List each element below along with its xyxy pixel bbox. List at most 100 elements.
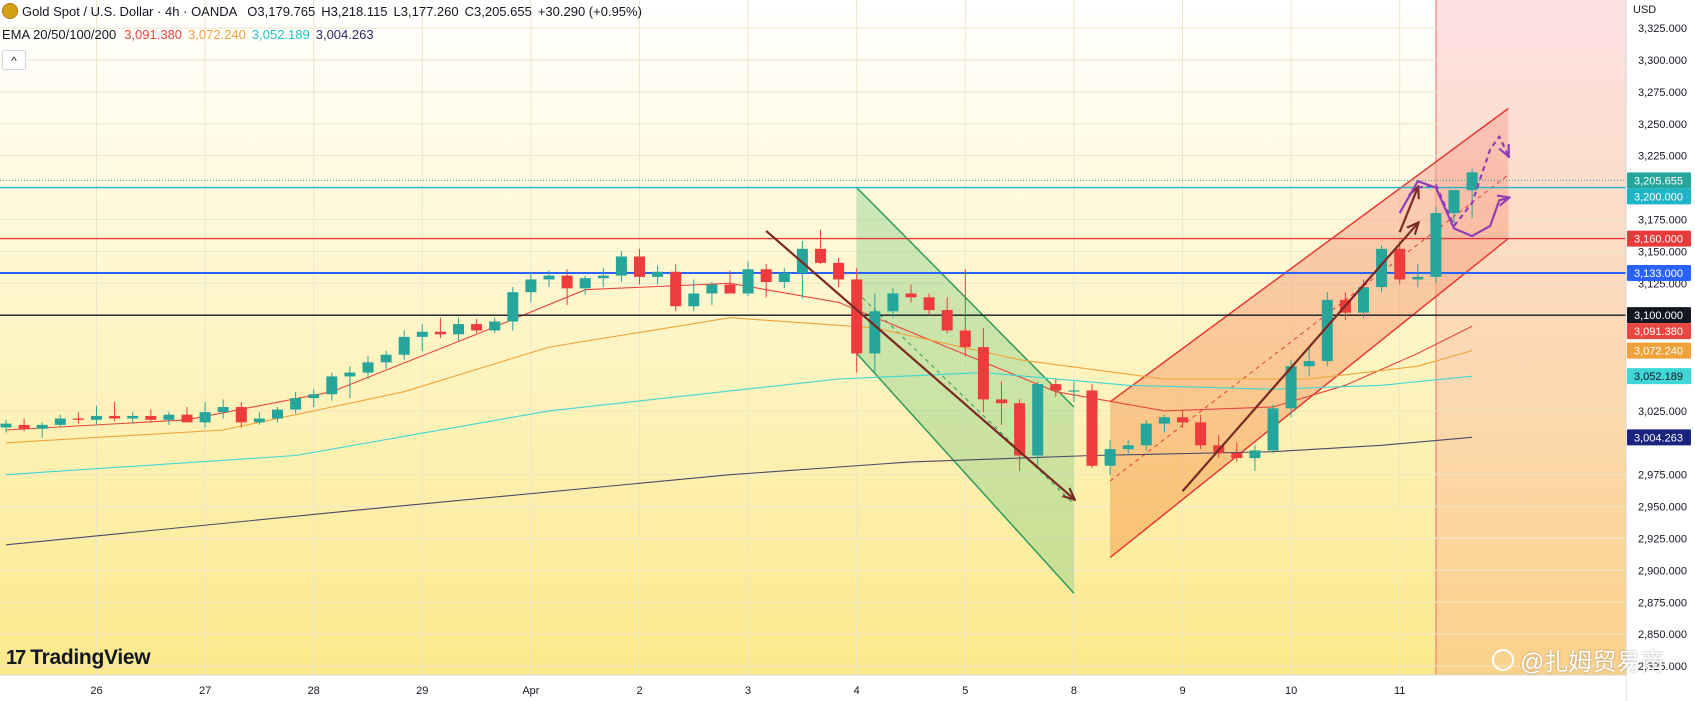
- candle: [362, 356, 374, 379]
- price-tick-label: 2,850.000: [1638, 629, 1687, 641]
- candle: [1140, 419, 1152, 451]
- level-tag-3160: 3,160.000: [1627, 230, 1691, 247]
- watermark-text: @扎姆贸易商: [1520, 649, 1665, 676]
- collapse-legend-button[interactable]: ^: [2, 50, 26, 70]
- time-tick-label: Apr: [522, 685, 539, 697]
- candle-body: [1104, 449, 1116, 466]
- candle: [91, 405, 102, 425]
- candle: [579, 275, 591, 295]
- candle: [1376, 244, 1388, 293]
- candle: [1466, 168, 1478, 219]
- candle-body: [1177, 417, 1188, 423]
- candle: [1267, 404, 1279, 453]
- candle-body: [1321, 299, 1333, 362]
- tradingview-logo-icon: 17: [6, 646, 26, 669]
- time-tick-label: 28: [308, 685, 320, 697]
- candle-body: [416, 331, 428, 337]
- candle-body: [36, 424, 48, 429]
- price-tag-box: [1627, 172, 1691, 189]
- price-tick-label: 2,875.000: [1638, 597, 1687, 609]
- candle-body: [1086, 390, 1098, 466]
- candle: [308, 389, 320, 408]
- price-tick-label: 2,925.000: [1638, 533, 1687, 545]
- candle: [290, 391, 302, 414]
- candle-body: [706, 284, 718, 294]
- descending-channel-midline: [856, 291, 1075, 505]
- candle-body: [1267, 408, 1279, 451]
- symbol-legend: Gold Spot / U.S. Dollar · 4h · OANDA O 3,…: [2, 3, 646, 19]
- candle: [1321, 292, 1333, 367]
- candle: [1448, 190, 1460, 224]
- level-tag-3100: 3,100.000: [1627, 307, 1691, 324]
- watermark: @扎姆贸易商: [1492, 642, 1664, 677]
- candle-body: [742, 269, 754, 294]
- ascending-channel-lower: [1109, 238, 1509, 559]
- candle-body: [1122, 445, 1134, 450]
- candle-body: [977, 347, 989, 400]
- candle: [127, 412, 139, 424]
- candle: [471, 318, 483, 334]
- candle: [778, 267, 790, 289]
- tradingview-brand: 17 TradingView: [6, 646, 151, 670]
- price-tag-box: [1627, 307, 1691, 324]
- candle: [561, 269, 573, 305]
- candle-body: [290, 398, 302, 410]
- candle-body: [1303, 361, 1315, 367]
- price-tag-box: [1627, 265, 1691, 282]
- time-tick-label: 26: [90, 685, 102, 697]
- candle: [815, 229, 826, 265]
- price-tag-box: [1627, 342, 1691, 359]
- candle: [1195, 414, 1207, 450]
- ema200-line: [5, 436, 1473, 546]
- candle-body: [996, 399, 1007, 404]
- gold-coin-icon: [2, 3, 18, 19]
- candle-body: [941, 310, 953, 331]
- candle-body: [760, 269, 772, 282]
- candle-body: [362, 362, 374, 373]
- candle: [217, 399, 229, 419]
- close-label: C: [464, 3, 474, 19]
- candle: [453, 317, 464, 341]
- low-label: L: [393, 3, 401, 19]
- candle-body: [1466, 172, 1478, 191]
- ema100-value: 3,052.189: [251, 27, 310, 42]
- candle: [1122, 440, 1134, 456]
- price-tick-label: 2,900.000: [1638, 565, 1687, 577]
- time-tick-label: 3: [745, 685, 751, 697]
- trend-arrow: [1398, 188, 1418, 233]
- candle: [0, 419, 12, 433]
- price-tick-label: 3,150.000: [1638, 246, 1687, 258]
- symbol-title: Gold Spot / U.S. Dollar · 4h · OANDA: [22, 3, 238, 19]
- candle: [54, 414, 66, 428]
- candle-body: [109, 415, 121, 419]
- price-tick-label: 3,025.000: [1638, 406, 1687, 418]
- candle-body: [525, 279, 537, 293]
- price-tag-box: [1627, 230, 1691, 247]
- candle-body: [18, 424, 30, 429]
- price-axis-ticks: 3,325.000 3,300.000 3,275.000 3,250.000 3,22…: [1638, 23, 1687, 673]
- ema20-value: 3,091.380: [124, 27, 183, 42]
- candle: [326, 372, 338, 401]
- level-tag-3200: 3,200.000: [1627, 188, 1691, 205]
- price-tag-box: [1627, 429, 1691, 446]
- candle-body: [1285, 366, 1297, 409]
- candle-body: [833, 262, 845, 280]
- candle-body: [91, 415, 102, 420]
- low-value: 3,177.260: [400, 3, 459, 19]
- candle: [163, 412, 175, 425]
- change-value: +30.290 (+0.95%): [537, 3, 642, 19]
- time-tick-label: 2: [636, 685, 642, 697]
- candle-body: [688, 293, 700, 307]
- candle-body: [471, 324, 483, 331]
- high-label: H: [321, 3, 331, 19]
- price-tick-label: 3,275.000: [1638, 87, 1687, 99]
- time-tick-label: 11: [1394, 685, 1405, 697]
- candle-body: [869, 311, 881, 354]
- candle-body: [145, 415, 157, 420]
- candle: [1303, 347, 1315, 377]
- price-tag-label: 3,160.000: [1634, 234, 1683, 246]
- candle: [1249, 445, 1261, 471]
- ema-tag-2: 3,052.189: [1627, 368, 1691, 385]
- candle: [597, 267, 609, 288]
